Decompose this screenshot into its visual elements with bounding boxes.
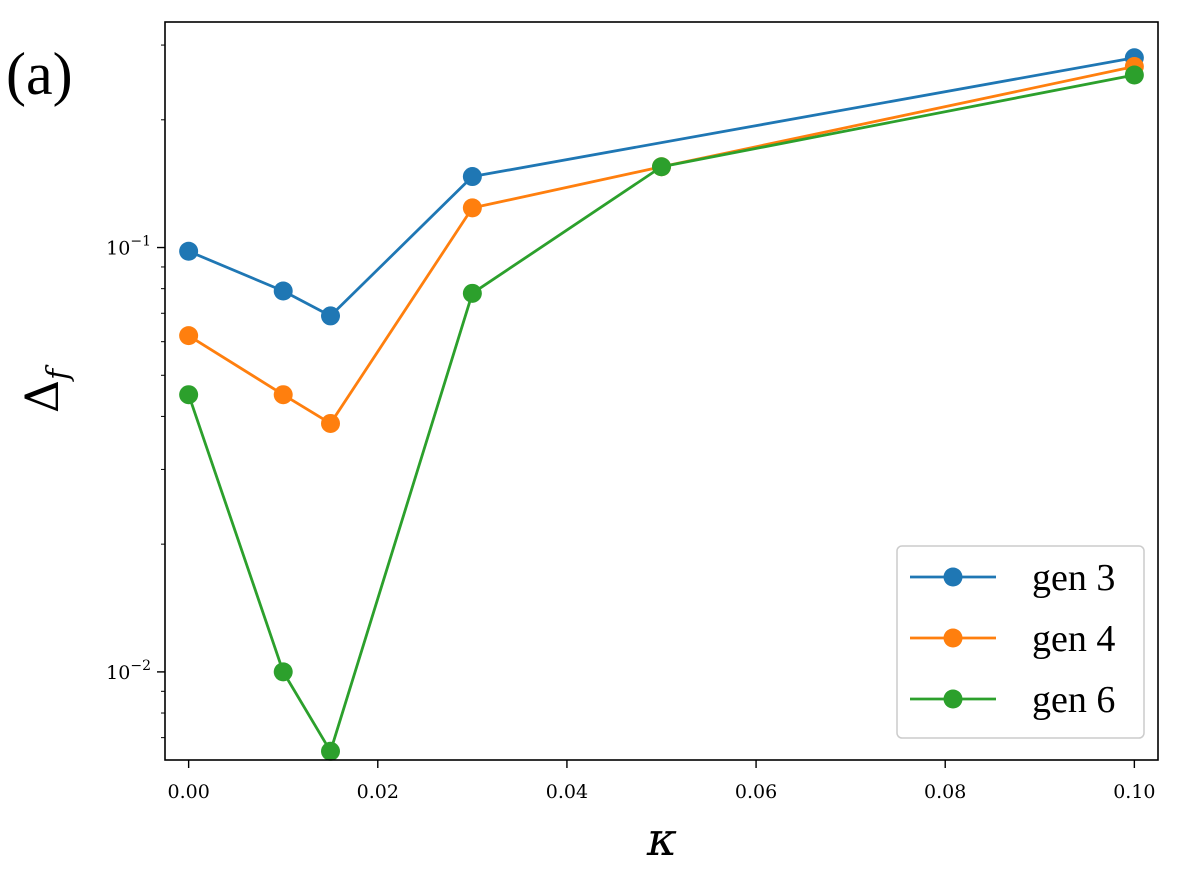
x-tick-label: 0.06 — [735, 781, 777, 803]
panel-label: (a) — [6, 41, 73, 107]
legend: gen 3 gen 4 gen 6 — [896, 545, 1145, 739]
y-axis-label: Δf — [15, 364, 76, 413]
data-point — [321, 413, 340, 433]
data-point — [462, 198, 482, 218]
y-tick-label: 10−1 — [106, 234, 151, 260]
y-tick-label-base: 10 — [106, 238, 130, 260]
y-tick-label: 10−2 — [106, 658, 151, 684]
x-tick-label: 0.08 — [924, 781, 966, 803]
series-line — [187, 65, 1135, 425]
data-point — [179, 326, 199, 346]
legend-frame — [896, 545, 1145, 739]
legend-marker — [943, 567, 963, 587]
x-axis-label: κ — [646, 812, 677, 866]
y-axis-label-main: Δ — [15, 380, 69, 413]
legend-marker — [943, 689, 963, 709]
data-point — [273, 281, 293, 301]
data-point — [321, 741, 340, 761]
y-axis-label-subscript: f — [41, 364, 76, 382]
y-tick-label-base: 10 — [106, 662, 130, 684]
data-point — [273, 662, 293, 682]
data-point — [462, 167, 482, 187]
legend-entry: gen 3 — [910, 557, 1115, 599]
data-point — [179, 241, 199, 261]
data-point — [1124, 65, 1144, 85]
x-tick-label: 0.04 — [546, 781, 588, 803]
data-point — [462, 283, 482, 303]
series-gen-4 — [179, 57, 1144, 433]
legend-label: gen 3 — [1032, 557, 1115, 599]
y-axis: 10−210−1 — [106, 44, 165, 739]
data-point — [273, 385, 293, 405]
legend-label: gen 4 — [1032, 618, 1115, 660]
data-point — [179, 385, 199, 405]
x-tick-label: 0.00 — [167, 781, 209, 803]
y-tick-label-exponent: −1 — [130, 234, 151, 250]
plot-frame — [164, 21, 1159, 761]
legend-entry: gen 4 — [910, 618, 1115, 660]
x-tick-label: 0.02 — [357, 781, 399, 803]
series-layer — [179, 48, 1144, 761]
series-gen-3 — [179, 48, 1144, 326]
legend-label: gen 6 — [1032, 679, 1115, 721]
legend-entry: gen 6 — [910, 679, 1115, 721]
series-line — [187, 73, 1135, 753]
x-axis: 0.00 0.02 0.04 0.06 0.08 0.10 — [167, 760, 1156, 803]
y-tick-label-exponent: −2 — [130, 658, 151, 674]
series-gen-6 — [179, 65, 1144, 761]
legend-marker — [943, 628, 963, 648]
data-point — [321, 306, 340, 326]
data-point — [652, 157, 671, 177]
x-tick-label: 0.10 — [1113, 781, 1155, 803]
